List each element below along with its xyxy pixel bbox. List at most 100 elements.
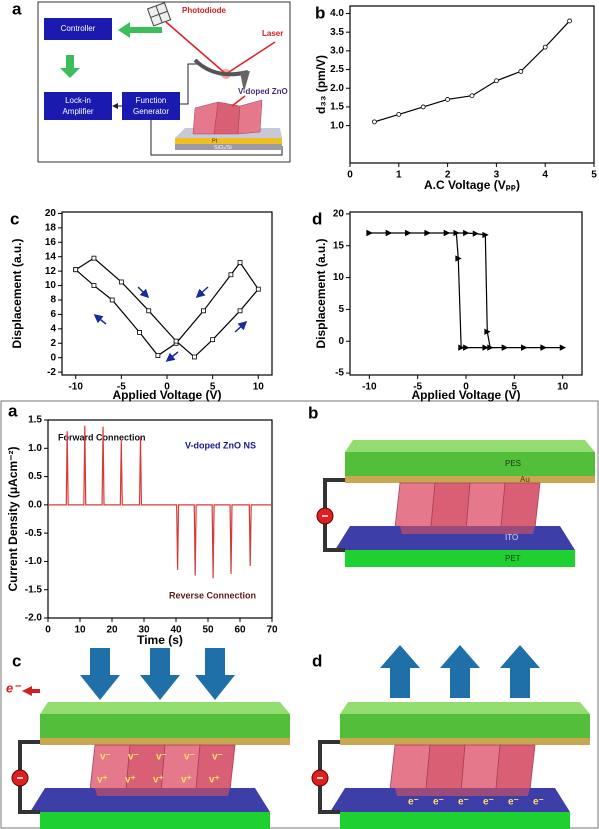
- y-tick-label: -5: [335, 368, 344, 379]
- panel-letter: b: [308, 403, 318, 422]
- charge: v⁻: [128, 752, 139, 763]
- x-tick-label: 3: [494, 170, 500, 181]
- y-tick-label: 20: [333, 209, 345, 220]
- x-tick-label: -5: [413, 382, 422, 393]
- electron: e⁻: [433, 797, 444, 808]
- marker: [542, 44, 548, 50]
- x-tick-label: 50: [202, 625, 214, 636]
- electron: e⁻: [408, 797, 419, 808]
- x-tick-label: -5: [117, 382, 126, 393]
- y-tick-label: 2.5: [330, 64, 344, 75]
- marker: [210, 337, 216, 343]
- layer-label: PES: [505, 459, 521, 468]
- marker: [521, 344, 528, 351]
- x-tick-label: 20: [106, 625, 118, 636]
- x-tick-label: 0: [45, 625, 51, 636]
- x-tick-label: 10: [74, 625, 86, 636]
- y-tick-label: 10: [333, 272, 345, 283]
- data-line: [369, 232, 563, 349]
- marker: [482, 344, 489, 351]
- panel-letter: b: [315, 3, 325, 22]
- y-tick-label: 2.0: [330, 83, 344, 94]
- x-tick-label: 2: [445, 170, 451, 181]
- marker: [173, 338, 179, 344]
- x-tick-label: -10: [362, 382, 377, 393]
- marker: [424, 229, 431, 237]
- layer-label: PET: [505, 554, 521, 563]
- marker: [91, 255, 97, 261]
- y-tick-label: 0: [338, 336, 344, 347]
- y-tick-label: 1.5: [28, 415, 42, 426]
- data-line: [374, 20, 571, 123]
- x-tick-label: 70: [266, 625, 278, 636]
- panel-letter: c: [10, 209, 19, 228]
- layer-label: ITO: [505, 533, 518, 542]
- x-axis-label: A.C Voltage (Vₚₚ): [424, 178, 520, 192]
- panel-letter: a: [8, 401, 18, 420]
- marker: [109, 297, 115, 303]
- panel-letter: c: [12, 651, 21, 670]
- marker: [518, 69, 524, 74]
- electron: e⁻: [458, 797, 469, 808]
- y-tick-label: 20: [45, 208, 57, 219]
- charge: v⁺: [209, 775, 220, 786]
- box-label: Amplifier: [62, 107, 93, 116]
- y-tick-label: 2: [50, 338, 56, 349]
- plot-frame: [47, 419, 273, 619]
- electron: e⁻: [533, 797, 544, 808]
- label: Pt: [212, 138, 218, 144]
- y-tick-label: -0.5: [25, 528, 43, 539]
- device-b: b PES Au ITO PET: [308, 403, 597, 569]
- y-tick-label: -1.5: [25, 584, 43, 595]
- y-tick-label: 10: [45, 280, 57, 291]
- x-tick-label: 0: [347, 170, 353, 181]
- y-tick-label: 0.0: [28, 499, 42, 510]
- marker: [420, 104, 426, 110]
- frame: [0, 400, 599, 829]
- y-tick-label: 1.5: [330, 102, 344, 113]
- marker: [137, 330, 143, 335]
- plot-frame: [349, 5, 595, 164]
- annotation: Forward Connection: [58, 432, 146, 442]
- marker: [445, 97, 451, 102]
- y-axis-label: d₃₃ (pm/V): [314, 55, 328, 114]
- marker: [469, 93, 475, 99]
- marker: [237, 260, 243, 265]
- label: SiO₂/Si: [214, 145, 232, 151]
- marker: [484, 328, 491, 335]
- marker: [453, 229, 460, 237]
- marker: [91, 283, 97, 288]
- charge: v⁻: [156, 752, 167, 763]
- panel-letter: d: [312, 651, 322, 670]
- y-tick-label: 4: [50, 323, 56, 334]
- x-tick-label: 5: [210, 382, 216, 393]
- y-axis-label: Current Density (μAcm⁻²): [6, 446, 20, 591]
- y-tick-label: 0.5: [28, 471, 42, 482]
- y-tick-label: 8: [50, 295, 56, 306]
- x-tick-label: 60: [234, 625, 246, 636]
- marker: [463, 229, 470, 237]
- x-tick-label: 40: [170, 625, 182, 636]
- marker: [228, 272, 234, 278]
- marker: [405, 229, 412, 237]
- marker: [385, 229, 393, 237]
- marker: [443, 229, 451, 237]
- y-tick-label: 12: [45, 266, 57, 277]
- x-tick-label: 5: [512, 382, 518, 393]
- y-tick-label: 3.5: [330, 27, 344, 38]
- charge: v⁺: [153, 775, 164, 786]
- charge: v⁺: [125, 775, 136, 786]
- label: Photodiode: [182, 6, 227, 15]
- device-c: c e⁻ v⁻ v⁻ v⁻ v⁻ v⁻ v⁺ v⁺ v⁺ v⁺ v⁺: [6, 648, 292, 829]
- y-tick-label: 1.0: [28, 443, 42, 454]
- marker: [472, 230, 480, 237]
- y-tick-label: 4.0: [330, 8, 344, 19]
- data-line: [48, 425, 272, 579]
- marker: [396, 112, 402, 117]
- y-tick-label: 16: [45, 237, 57, 248]
- box-label: Controller: [61, 24, 96, 33]
- x-tick-label: 1: [396, 170, 402, 181]
- y-axis-label: Displacement (a.u.): [314, 238, 328, 348]
- y-tick-label: 14: [45, 251, 57, 262]
